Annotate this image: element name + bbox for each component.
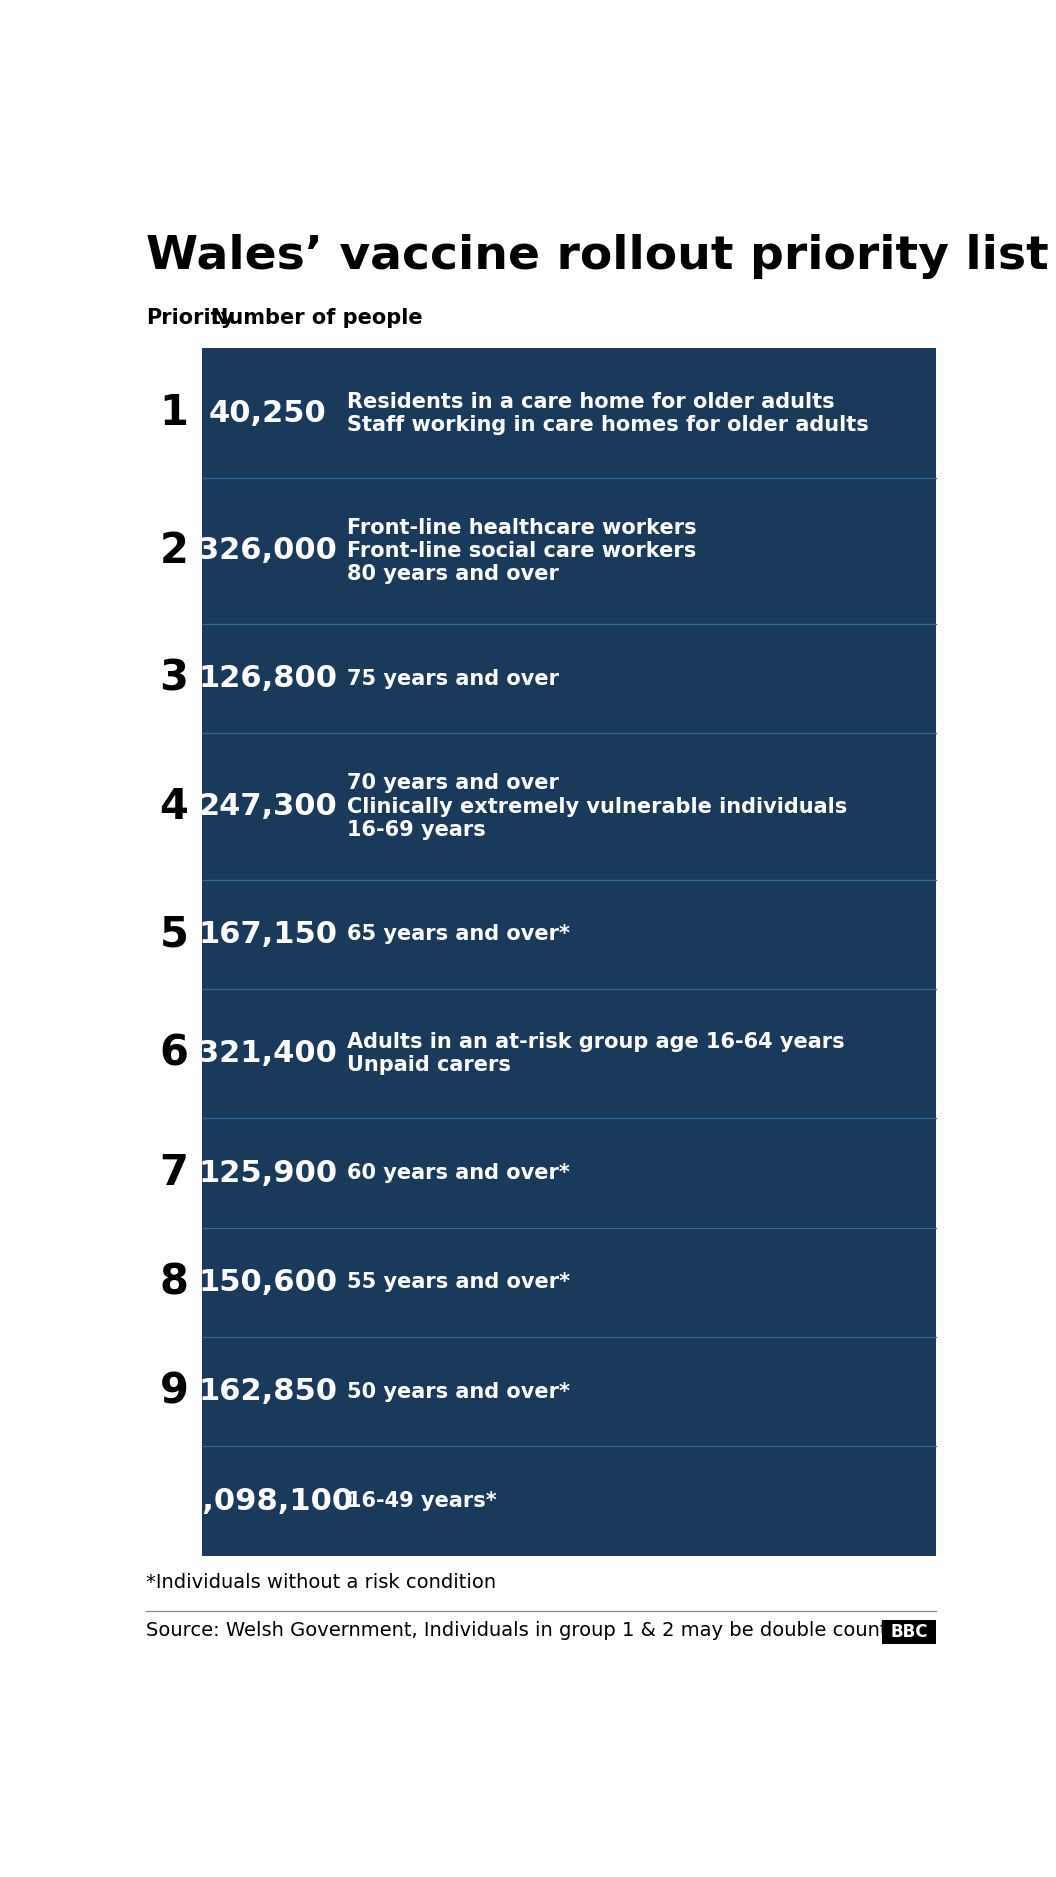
Text: 5: 5 (159, 914, 188, 955)
FancyBboxPatch shape (882, 1620, 937, 1644)
Text: 150,600: 150,600 (199, 1269, 337, 1297)
Text: 4: 4 (159, 786, 188, 828)
Text: Source: Welsh Government, Individuals in group 1 & 2 may be double counted: Source: Welsh Government, Individuals in… (146, 1622, 911, 1640)
Text: 16-69 years: 16-69 years (347, 820, 486, 839)
Text: 326,000: 326,000 (199, 537, 337, 565)
Text: 7: 7 (159, 1152, 188, 1194)
Text: 55 years and over*: 55 years and over* (347, 1273, 570, 1293)
Text: 60 years and over*: 60 years and over* (347, 1164, 570, 1183)
Text: Front-line healthcare workers: Front-line healthcare workers (347, 518, 697, 539)
Text: 8: 8 (159, 1261, 188, 1303)
Text: Number of people: Number of people (211, 308, 422, 328)
Text: Staff working in care homes for older adults: Staff working in care homes for older ad… (347, 415, 869, 435)
Text: 50 years and over*: 50 years and over* (347, 1381, 570, 1402)
Text: Clinically extremely vulnerable individuals: Clinically extremely vulnerable individu… (347, 796, 848, 816)
Text: Unpaid carers: Unpaid carers (347, 1055, 511, 1076)
Text: 125,900: 125,900 (199, 1158, 337, 1188)
Text: Wales’ vaccine rollout priority list: Wales’ vaccine rollout priority list (146, 235, 1049, 280)
Text: 16-49 years*: 16-49 years* (347, 1490, 497, 1511)
Text: 167,150: 167,150 (199, 920, 337, 950)
Text: 126,800: 126,800 (199, 664, 337, 693)
Text: 3: 3 (159, 657, 188, 700)
Text: 162,850: 162,850 (199, 1378, 337, 1406)
Text: 2: 2 (159, 529, 188, 572)
Text: 70 years and over: 70 years and over (347, 773, 560, 794)
Text: 80 years and over: 80 years and over (347, 565, 560, 584)
Text: 6: 6 (159, 1032, 188, 1076)
Text: Residents in a care home for older adults: Residents in a care home for older adult… (347, 392, 835, 411)
Text: 321,400: 321,400 (199, 1040, 337, 1068)
Text: *Individuals without a risk condition: *Individuals without a risk condition (146, 1573, 496, 1592)
Text: Priority: Priority (146, 308, 234, 328)
Text: 1: 1 (159, 392, 188, 434)
Text: Front-line social care workers: Front-line social care workers (347, 541, 697, 561)
Text: 9: 9 (159, 1370, 188, 1413)
Text: 247,300: 247,300 (199, 792, 337, 820)
Text: BBC: BBC (890, 1624, 928, 1640)
Text: 65 years and over*: 65 years and over* (347, 923, 570, 944)
FancyBboxPatch shape (202, 349, 937, 1556)
Text: 75 years and over: 75 years and over (347, 668, 560, 689)
Text: 40,250: 40,250 (209, 398, 326, 428)
Text: Adults in an at-risk group age 16-64 years: Adults in an at-risk group age 16-64 yea… (347, 1032, 845, 1053)
Text: 1,098,100: 1,098,100 (182, 1487, 354, 1515)
